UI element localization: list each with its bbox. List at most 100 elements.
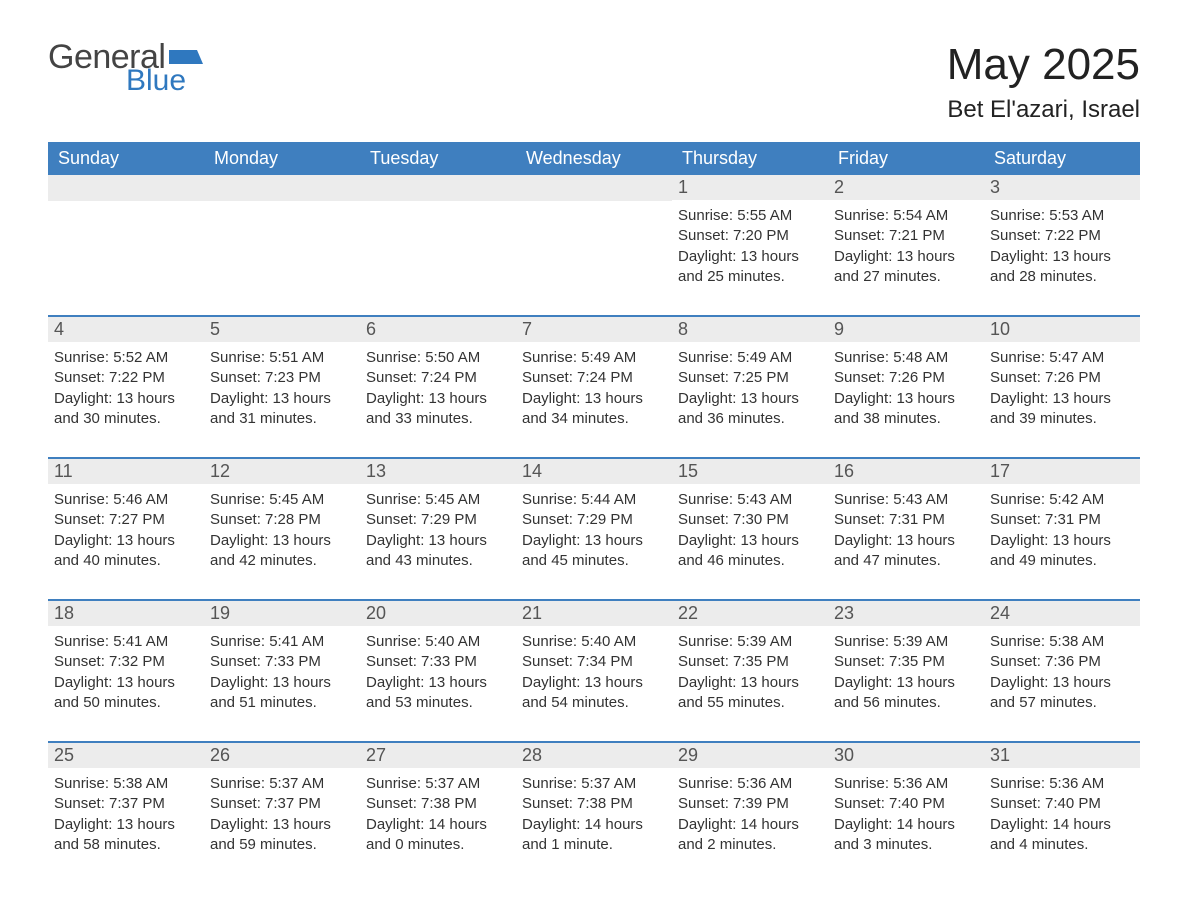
day-info: Sunrise: 5:37 AMSunset: 7:38 PMDaylight:…: [522, 774, 666, 855]
day-info: Sunrise: 5:40 AMSunset: 7:34 PMDaylight:…: [522, 632, 666, 713]
calendar-cell: 18 Sunrise: 5:41 AMSunset: 7:32 PMDayligh…: [48, 600, 204, 742]
daylight-line: Daylight: 13 hours and 53 minutes.: [366, 673, 510, 714]
day-number: 3: [984, 175, 1140, 200]
daylight-line: Daylight: 13 hours and 46 minutes.: [678, 531, 822, 572]
day-number: 7: [516, 317, 672, 342]
day-number: 18: [48, 601, 204, 626]
day-number: [204, 175, 360, 201]
sunset-line: Sunset: 7:29 PM: [522, 510, 666, 530]
day-number: 24: [984, 601, 1140, 626]
day-number: 31: [984, 743, 1140, 768]
day-info: Sunrise: 5:43 AMSunset: 7:31 PMDaylight:…: [834, 490, 978, 571]
calendar-cell: 13Sunrise: 5:45 AMSunset: 7:29 PMDayligh…: [360, 458, 516, 600]
day-number: 4: [48, 317, 204, 342]
sunset-line: Sunset: 7:24 PM: [522, 368, 666, 388]
daylight-line: Daylight: 13 hours and 49 minutes.: [990, 531, 1134, 572]
sunrise-line: Sunrise: 5:37 AM: [366, 774, 510, 794]
sunset-line: Sunset: 7:31 PM: [834, 510, 978, 530]
daylight-line: Daylight: 13 hours and 56 minutes.: [834, 673, 978, 714]
daylight-line: Daylight: 13 hours and 59 minutes.: [210, 815, 354, 856]
day-info: Sunrise: 5:42 AMSunset: 7:31 PMDaylight:…: [990, 490, 1134, 571]
sunset-line: Sunset: 7:38 PM: [522, 794, 666, 814]
day-info: Sunrise: 5:51 AMSunset: 7:23 PMDaylight:…: [210, 348, 354, 429]
brand-word-blue: Blue: [126, 66, 203, 96]
calendar-cell: 27Sunrise: 5:37 AMSunset: 7:38 PMDayligh…: [360, 742, 516, 883]
daylight-line: Daylight: 13 hours and 45 minutes.: [522, 531, 666, 572]
day-number: 27: [360, 743, 516, 768]
daylight-line: Daylight: 13 hours and 51 minutes.: [210, 673, 354, 714]
day-info: Sunrise: 5:39 AMSunset: 7:35 PMDaylight:…: [834, 632, 978, 713]
calendar-cell: 7Sunrise: 5:49 AMSunset: 7:24 PMDaylight…: [516, 316, 672, 458]
sunset-line: Sunset: 7:22 PM: [990, 226, 1134, 246]
day-header: Wednesday: [516, 142, 672, 175]
sunset-line: Sunset: 7:40 PM: [834, 794, 978, 814]
calendar-cell: 16Sunrise: 5:43 AMSunset: 7:31 PMDayligh…: [828, 458, 984, 600]
sunrise-line: Sunrise: 5:48 AM: [834, 348, 978, 368]
calendar-cell: 8Sunrise: 5:49 AMSunset: 7:25 PMDaylight…: [672, 316, 828, 458]
day-number: 11: [48, 459, 204, 484]
sunrise-line: Sunrise: 5:39 AM: [834, 632, 978, 652]
sunset-line: Sunset: 7:26 PM: [990, 368, 1134, 388]
sunrise-line: Sunrise: 5:51 AM: [210, 348, 354, 368]
calendar-cell: 31Sunrise: 5:36 AMSunset: 7:40 PMDayligh…: [984, 742, 1140, 883]
daylight-line: Daylight: 13 hours and 28 minutes.: [990, 247, 1134, 288]
daylight-line: Daylight: 13 hours and 25 minutes.: [678, 247, 822, 288]
sunrise-line: Sunrise: 5:36 AM: [678, 774, 822, 794]
sunset-line: Sunset: 7:35 PM: [834, 652, 978, 672]
sunset-line: Sunset: 7:32 PM: [54, 652, 198, 672]
sunset-line: Sunset: 7:30 PM: [678, 510, 822, 530]
sunrise-line: Sunrise: 5:53 AM: [990, 206, 1134, 226]
day-number: [516, 175, 672, 201]
calendar-week: 25Sunrise: 5:38 AMSunset: 7:37 PMDayligh…: [48, 742, 1140, 883]
sunset-line: Sunset: 7:38 PM: [366, 794, 510, 814]
day-info: Sunrise: 5:43 AMSunset: 7:30 PMDaylight:…: [678, 490, 822, 571]
calendar-cell: 1 Sunrise: 5:55 AMSunset: 7:20 PMDaylight…: [672, 175, 828, 316]
day-info: Sunrise: 5:41 AMSunset: 7:32 PMDaylight:…: [54, 632, 198, 713]
sunset-line: Sunset: 7:40 PM: [990, 794, 1134, 814]
daylight-line: Daylight: 13 hours and 40 minutes.: [54, 531, 198, 572]
calendar-cell: 9Sunrise: 5:48 AMSunset: 7:26 PMDaylight…: [828, 316, 984, 458]
calendar-week: 4Sunrise: 5:52 AMSunset: 7:22 PMDaylight…: [48, 316, 1140, 458]
calendar-cell: [516, 175, 672, 316]
calendar-cell: 2Sunrise: 5:54 AMSunset: 7:21 PMDaylight…: [828, 175, 984, 316]
calendar-cell: 17Sunrise: 5:42 AMSunset: 7:31 PMDayligh…: [984, 458, 1140, 600]
day-number: 28: [516, 743, 672, 768]
daylight-line: Daylight: 13 hours and 58 minutes.: [54, 815, 198, 856]
calendar-cell: 21Sunrise: 5:40 AMSunset: 7:34 PMDayligh…: [516, 600, 672, 742]
calendar-table: SundayMondayTuesdayWednesdayThursdayFrid…: [48, 142, 1140, 883]
day-number: 5: [204, 317, 360, 342]
sunset-line: Sunset: 7:23 PM: [210, 368, 354, 388]
day-info: Sunrise: 5:53 AMSunset: 7:22 PMDaylight:…: [990, 206, 1134, 287]
sunrise-line: Sunrise: 5:43 AM: [834, 490, 978, 510]
day-number: 14: [516, 459, 672, 484]
calendar-cell: 24Sunrise: 5:38 AMSunset: 7:36 PMDayligh…: [984, 600, 1140, 742]
sunrise-line: Sunrise: 5:36 AM: [990, 774, 1134, 794]
day-header: Thursday: [672, 142, 828, 175]
day-info: Sunrise: 5:55 AMSunset: 7:20 PMDaylight:…: [678, 206, 822, 287]
sunset-line: Sunset: 7:24 PM: [366, 368, 510, 388]
day-info: Sunrise: 5:54 AMSunset: 7:21 PMDaylight:…: [834, 206, 978, 287]
sunset-line: Sunset: 7:35 PM: [678, 652, 822, 672]
daylight-line: Daylight: 13 hours and 30 minutes.: [54, 389, 198, 430]
sunrise-line: Sunrise: 5:50 AM: [366, 348, 510, 368]
calendar-cell: [204, 175, 360, 316]
sunrise-line: Sunrise: 5:47 AM: [990, 348, 1134, 368]
calendar-week: 11Sunrise: 5:46 AMSunset: 7:27 PMDayligh…: [48, 458, 1140, 600]
day-info: Sunrise: 5:49 AMSunset: 7:25 PMDaylight:…: [678, 348, 822, 429]
sunset-line: Sunset: 7:33 PM: [366, 652, 510, 672]
day-header: Tuesday: [360, 142, 516, 175]
sunset-line: Sunset: 7:27 PM: [54, 510, 198, 530]
calendar-cell: 26Sunrise: 5:37 AMSunset: 7:37 PMDayligh…: [204, 742, 360, 883]
sunrise-line: Sunrise: 5:40 AM: [522, 632, 666, 652]
sunset-line: Sunset: 7:29 PM: [366, 510, 510, 530]
calendar-cell: 23Sunrise: 5:39 AMSunset: 7:35 PMDayligh…: [828, 600, 984, 742]
daylight-line: Daylight: 13 hours and 47 minutes.: [834, 531, 978, 572]
calendar-week: 18 Sunrise: 5:41 AMSunset: 7:32 PMDayligh…: [48, 600, 1140, 742]
day-number: 9: [828, 317, 984, 342]
calendar-cell: 22Sunrise: 5:39 AMSunset: 7:35 PMDayligh…: [672, 600, 828, 742]
daylight-line: Daylight: 13 hours and 55 minutes.: [678, 673, 822, 714]
sunset-line: Sunset: 7:31 PM: [990, 510, 1134, 530]
day-number: 1: [672, 175, 828, 200]
calendar-cell: 20Sunrise: 5:40 AMSunset: 7:33 PMDayligh…: [360, 600, 516, 742]
day-number: 6: [360, 317, 516, 342]
